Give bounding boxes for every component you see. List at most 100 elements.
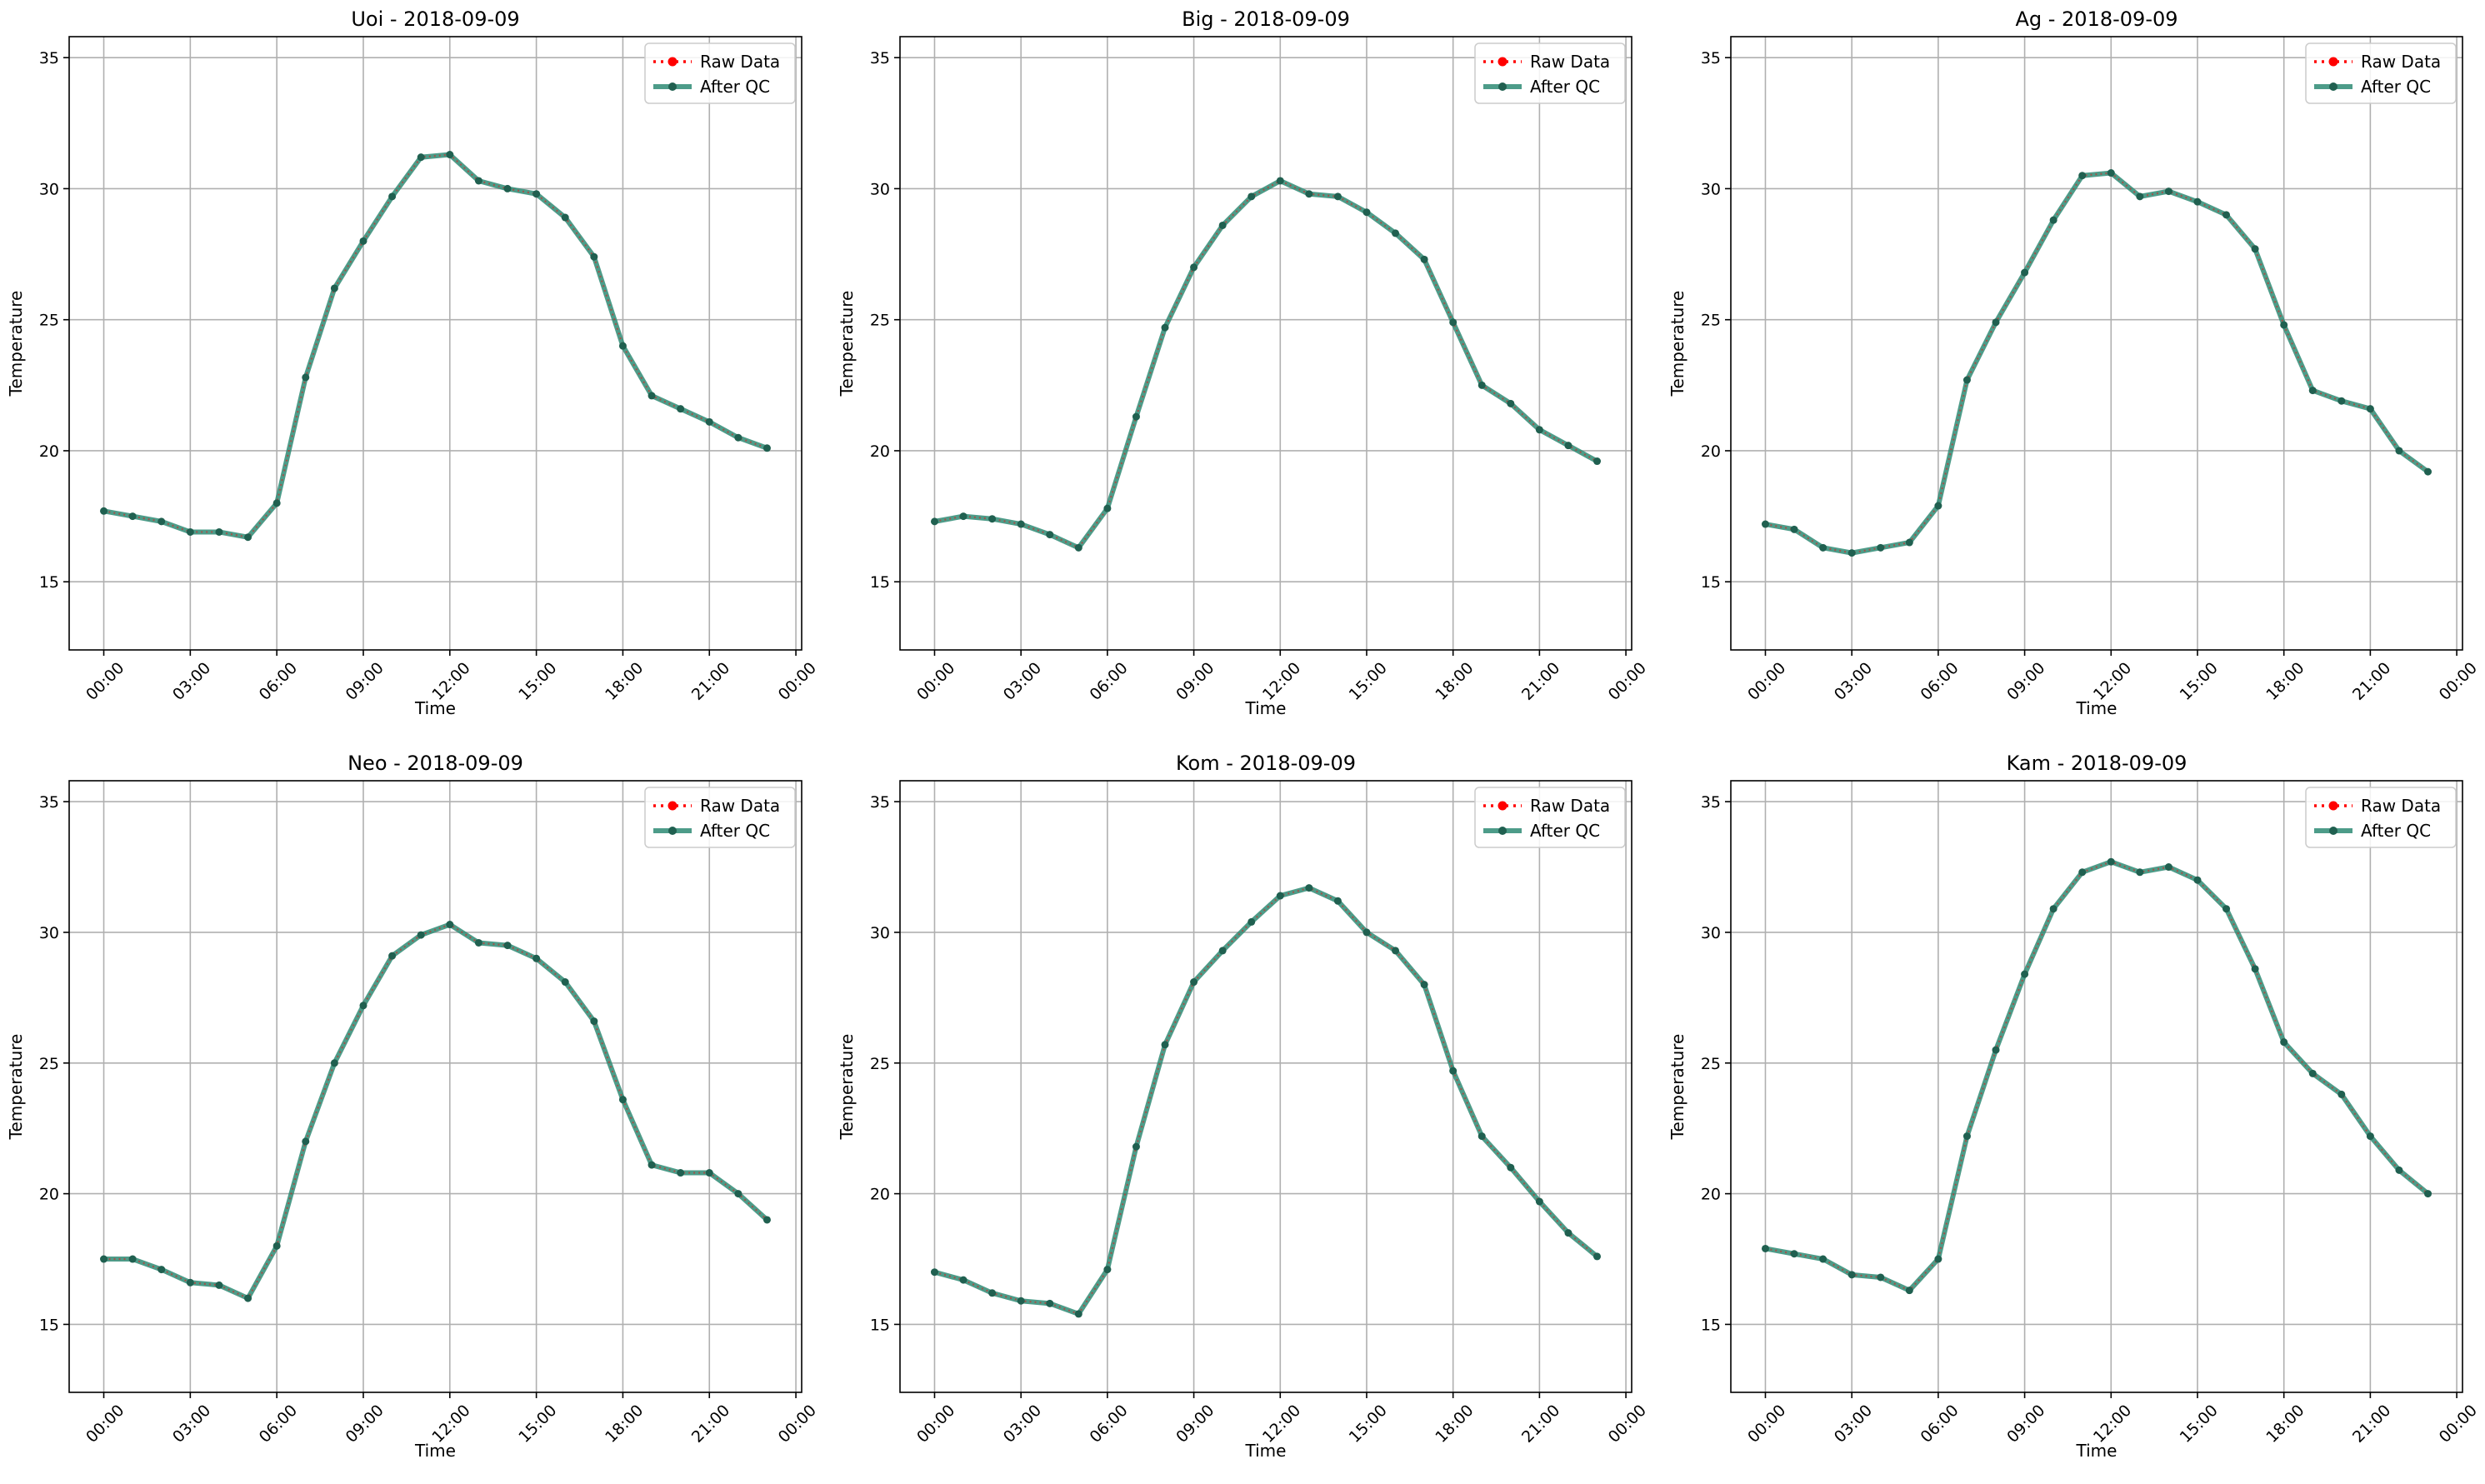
data-point <box>2222 905 2231 913</box>
data-point <box>1103 1266 1112 1274</box>
x-tick-label: 00:00 <box>2436 659 2481 704</box>
data-point <box>2193 197 2202 206</box>
x-tick-label: 21:00 <box>2349 659 2394 704</box>
y-tick-label: 15 <box>870 1316 890 1334</box>
y-axis-label: Temperature <box>837 291 857 397</box>
data-point <box>1449 318 1458 327</box>
x-tick-label: 00:00 <box>1744 659 1789 704</box>
y-axis-label: Temperature <box>6 1034 26 1141</box>
data-point <box>1761 520 1769 528</box>
x-tick-label: 15:00 <box>515 659 560 704</box>
data-point <box>1420 981 1428 989</box>
y-tick-label: 15 <box>1701 573 1721 592</box>
data-point <box>1362 928 1371 937</box>
legend-raw-marker <box>2328 801 2338 811</box>
data-point <box>244 533 252 542</box>
data-point <box>446 151 454 159</box>
y-tick-label: 20 <box>1701 1186 1721 1204</box>
data-point <box>1218 221 1227 229</box>
plot-frame <box>68 780 802 1393</box>
data-point <box>2280 1038 2288 1047</box>
x-tick-label: 18:00 <box>1432 1402 1477 1447</box>
data-point <box>2107 857 2115 866</box>
x-tick-label: 21:00 <box>688 659 733 704</box>
data-point <box>2049 216 2058 224</box>
data-point <box>186 1278 194 1287</box>
x-tick-label: 15:00 <box>2177 659 2222 704</box>
series-raw-data-line <box>103 923 768 1300</box>
data-point <box>1848 1271 1856 1279</box>
y-tick-label: 25 <box>1701 312 1721 330</box>
data-point <box>1132 412 1140 421</box>
data-point <box>677 405 685 413</box>
y-tick-label: 20 <box>39 442 59 461</box>
x-tick-label: 00:00 <box>1605 659 1650 704</box>
x-tick-label: 00:00 <box>1744 1402 1789 1447</box>
data-point <box>1333 897 1342 905</box>
y-tick-label: 15 <box>1701 1316 1721 1334</box>
data-point <box>1877 1273 1885 1282</box>
data-point <box>705 1169 713 1177</box>
data-point <box>1161 1041 1169 1049</box>
series-after-qc-line <box>101 152 770 540</box>
legend-qc-marker <box>668 827 677 835</box>
series-raw-data-line <box>1765 861 2429 1292</box>
data-point <box>2136 868 2144 877</box>
data-point <box>2164 187 2172 196</box>
legend-qc-label: After QC <box>700 821 770 841</box>
x-tick-label: 00:00 <box>775 1402 820 1447</box>
chart-panel-0: 00:00 03:00 06:00 09:00 12:00 15:00 18:00 21:00… <box>6 7 820 718</box>
y-tick-label: 20 <box>39 1186 59 1204</box>
x-tick-label: 00:00 <box>82 1402 128 1447</box>
data-point <box>1905 538 1913 547</box>
data-point <box>1190 263 1198 272</box>
data-point <box>2338 397 2346 405</box>
x-axis-label: Time <box>414 1441 456 1461</box>
x-tick-label: 15:00 <box>2177 1402 2222 1447</box>
data-point <box>762 1216 771 1224</box>
data-point <box>158 1266 166 1274</box>
data-point <box>561 213 569 222</box>
data-point <box>959 1276 968 1284</box>
data-point <box>1761 1244 1769 1252</box>
x-tick-label: 21:00 <box>688 1402 733 1447</box>
data-point <box>648 1161 656 1169</box>
y-tick-label: 25 <box>870 312 890 330</box>
y-tick-label: 20 <box>870 442 890 461</box>
data-point <box>1593 1252 1602 1261</box>
data-point <box>330 284 338 292</box>
x-tick-label: 15:00 <box>515 1402 560 1447</box>
data-point <box>302 1137 310 1146</box>
x-tick-label: 03:00 <box>1000 1402 1045 1447</box>
y-tick-label: 30 <box>39 924 59 942</box>
data-point <box>359 237 368 245</box>
data-point <box>1392 947 1400 955</box>
x-tick-label: 09:00 <box>342 1402 388 1447</box>
data-point <box>2308 387 2317 395</box>
data-point <box>446 921 454 929</box>
legend-qc-marker <box>1498 82 1507 91</box>
x-tick-label: 12:00 <box>428 1402 473 1447</box>
data-point <box>1362 208 1371 217</box>
x-tick-label: 06:00 <box>1917 1402 1962 1447</box>
legend-qc-marker <box>2329 827 2338 835</box>
data-point <box>2164 863 2172 872</box>
data-point <box>1593 457 1602 466</box>
x-tick-label: 12:00 <box>2090 659 2135 704</box>
x-axis-label: Time <box>2076 698 2118 718</box>
data-point <box>128 1255 137 1263</box>
legend-raw-label: Raw Data <box>700 52 780 72</box>
data-point <box>618 1096 627 1104</box>
data-point <box>1877 543 1885 552</box>
x-tick-label: 06:00 <box>1086 659 1131 704</box>
data-point <box>128 512 137 521</box>
data-point <box>2021 970 2029 978</box>
chart-title: Kam - 2018-09-09 <box>2007 752 2188 775</box>
data-point <box>648 392 656 400</box>
data-point <box>1046 531 1054 539</box>
x-tick-label: 00:00 <box>82 659 128 704</box>
data-point <box>2395 447 2403 455</box>
legend-qc-marker <box>1498 827 1507 835</box>
legend-raw-label: Raw Data <box>700 796 780 816</box>
legend-qc-label: After QC <box>1530 77 1600 97</box>
